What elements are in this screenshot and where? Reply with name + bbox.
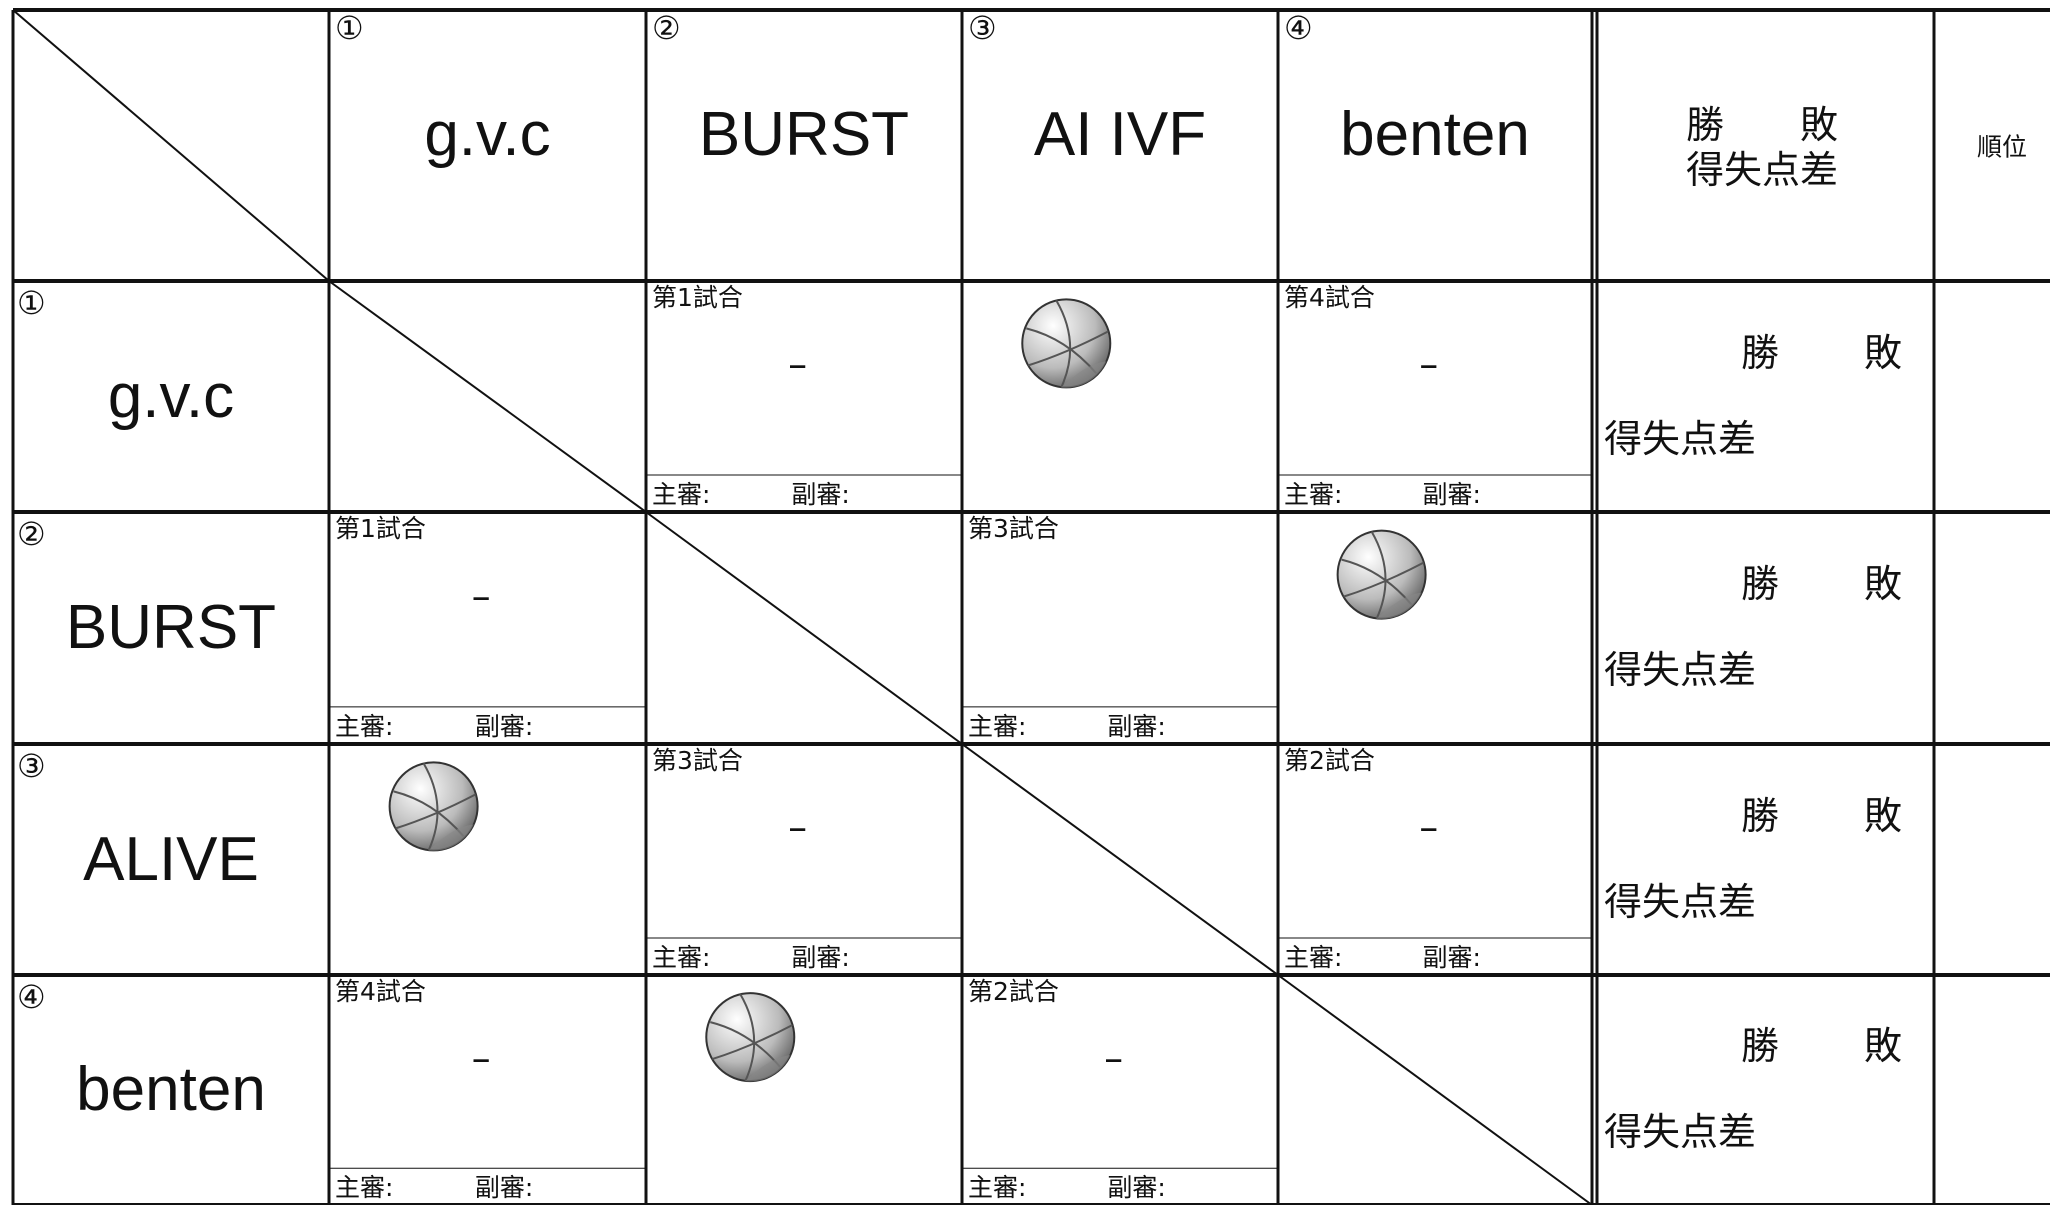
column-team-name: BURST bbox=[698, 100, 910, 169]
sub-referee-label: 副審: bbox=[1422, 942, 1481, 972]
score: – bbox=[788, 342, 808, 387]
row-number: ② bbox=[17, 515, 46, 553]
row-team-name: BURST bbox=[65, 593, 277, 662]
rule bbox=[645, 511, 963, 745]
game-label: 第1試合 bbox=[335, 514, 426, 543]
sub-referee-label: 副審: bbox=[474, 711, 534, 741]
column-team-name: benten bbox=[1340, 100, 1530, 169]
row-number: ④ bbox=[17, 978, 46, 1016]
diff-label: 得失点差 bbox=[1604, 648, 1757, 693]
referee-label: 主審: bbox=[968, 1173, 1027, 1203]
column-number: ④ bbox=[1284, 9, 1313, 47]
referee-label: 主審: bbox=[652, 479, 711, 509]
sub-referee-label: 副審: bbox=[474, 1173, 534, 1203]
loss-label: 敗 bbox=[1863, 1024, 1903, 1069]
game-label: 第2試合 bbox=[1284, 746, 1375, 775]
game-label: 第4試合 bbox=[1284, 283, 1375, 312]
win-label: 勝 bbox=[1740, 561, 1780, 606]
game-label: 第3試合 bbox=[968, 514, 1059, 543]
column-team-name: AI IVF bbox=[1033, 100, 1207, 169]
score: – bbox=[1419, 805, 1439, 850]
game-label: 第4試合 bbox=[335, 977, 426, 1006]
volleyball-icon bbox=[705, 992, 796, 1083]
result-header: 勝 敗 bbox=[1685, 103, 1839, 147]
row-number: ③ bbox=[17, 747, 46, 785]
row-team-name: benten bbox=[76, 1055, 266, 1124]
game-label: 第2試合 bbox=[968, 977, 1059, 1006]
referee-label: 主審: bbox=[1284, 479, 1343, 509]
sub-referee-label: 副審: bbox=[791, 479, 850, 509]
loss-label: 敗 bbox=[1863, 793, 1903, 838]
row-team-name: ALIVE bbox=[83, 824, 259, 894]
volleyball-icon bbox=[1021, 298, 1112, 389]
score: – bbox=[471, 1035, 491, 1080]
game-label: 第1試合 bbox=[652, 283, 743, 312]
column-number: ② bbox=[652, 9, 681, 47]
sub-referee-label: 副審: bbox=[1422, 479, 1481, 509]
column-number: ① bbox=[335, 9, 364, 47]
score: – bbox=[1419, 342, 1439, 387]
diff-label: 得失点差 bbox=[1604, 879, 1757, 924]
sub-referee-label: 副審: bbox=[791, 942, 850, 972]
row-team-name: g.v.c bbox=[107, 361, 235, 431]
win-label: 勝 bbox=[1740, 1024, 1780, 1069]
rank-header: 順位 bbox=[1976, 132, 2028, 162]
loss-label: 敗 bbox=[1863, 330, 1903, 375]
diff-label: 得失点差 bbox=[1604, 1110, 1757, 1154]
sub-referee-label: 副審: bbox=[1107, 711, 1166, 741]
volleyball-icon bbox=[388, 761, 479, 852]
sub-referee-label: 副審: bbox=[1107, 1173, 1166, 1203]
result-header: 得失点差 bbox=[1685, 148, 1839, 192]
rule bbox=[328, 280, 647, 513]
score: – bbox=[788, 805, 808, 850]
win-label: 勝 bbox=[1740, 793, 1780, 838]
rule bbox=[961, 743, 1279, 976]
volleyball-icon bbox=[1336, 529, 1427, 620]
rule bbox=[1277, 974, 1593, 1205]
referee-label: 主審: bbox=[1284, 942, 1343, 972]
win-label: 勝 bbox=[1740, 330, 1780, 375]
referee-label: 主審: bbox=[335, 711, 394, 741]
referee-label: 主審: bbox=[968, 711, 1027, 741]
score: – bbox=[1104, 1035, 1124, 1080]
diff-label: 得失点差 bbox=[1604, 416, 1757, 461]
referee-label: 主審: bbox=[652, 942, 711, 972]
loss-label: 敗 bbox=[1863, 561, 1903, 606]
game-label: 第3試合 bbox=[652, 746, 743, 775]
column-team-name: g.v.c bbox=[424, 100, 551, 169]
score: – bbox=[471, 573, 491, 618]
row-number: ① bbox=[17, 284, 46, 322]
referee-label: 主審: bbox=[335, 1173, 394, 1203]
rule bbox=[12, 9, 330, 282]
column-number: ③ bbox=[968, 9, 997, 47]
